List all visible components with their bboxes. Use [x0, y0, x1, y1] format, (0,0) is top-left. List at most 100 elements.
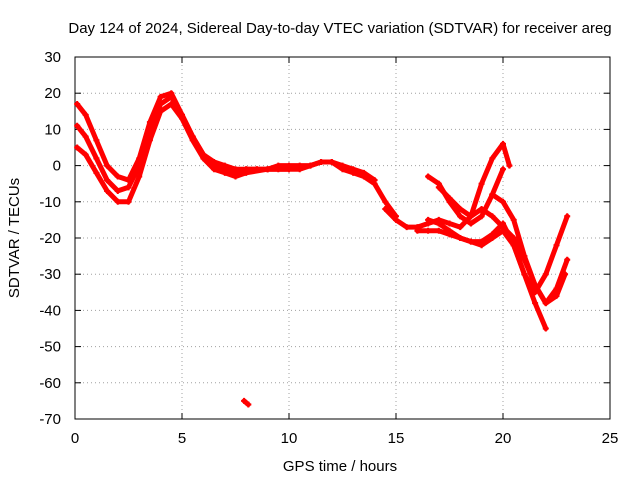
data-point	[125, 184, 132, 191]
series-outlier	[241, 397, 252, 408]
data-point	[425, 173, 432, 180]
data-point	[478, 180, 485, 187]
data-point	[564, 256, 571, 263]
data-point	[382, 198, 389, 205]
data-point	[489, 191, 496, 198]
data-point	[542, 325, 549, 332]
y-tick-label: -40	[39, 302, 61, 319]
data-point	[157, 93, 164, 100]
data-point	[243, 169, 250, 176]
y-tick-label: -60	[39, 375, 61, 392]
data-point	[382, 206, 389, 213]
data-point	[296, 162, 303, 169]
data-point	[245, 401, 252, 408]
data-point	[403, 224, 410, 231]
data-point	[360, 169, 367, 176]
y-tick-label: 20	[44, 85, 61, 102]
data-point	[446, 231, 453, 238]
data-marks	[74, 90, 571, 408]
y-tick-label: -50	[39, 339, 61, 356]
data-point	[168, 93, 175, 100]
series-track-3	[74, 101, 292, 205]
x-tick-label: 0	[71, 430, 79, 447]
data-point	[318, 158, 325, 165]
data-point	[478, 238, 485, 245]
data-point	[82, 133, 89, 140]
data-point	[168, 101, 175, 108]
data-point	[457, 235, 464, 241]
x-tick-label: 5	[178, 430, 186, 447]
data-point	[371, 177, 378, 184]
y-tick-label: -70	[39, 411, 61, 428]
data-point	[189, 137, 196, 144]
data-point	[564, 213, 571, 220]
data-point	[425, 216, 432, 223]
data-point	[478, 206, 485, 213]
series-line	[489, 192, 568, 306]
data-point	[104, 162, 111, 169]
series-line	[74, 90, 399, 219]
data-point	[74, 144, 81, 151]
data-point	[467, 213, 474, 220]
data-point	[521, 271, 528, 278]
data-point	[446, 220, 453, 227]
data-point	[510, 216, 517, 223]
data-point	[179, 115, 185, 122]
data-point	[500, 198, 506, 205]
data-point	[553, 242, 560, 249]
data-point	[93, 137, 100, 144]
data-point	[510, 235, 517, 241]
data-point	[489, 231, 496, 238]
data-point	[506, 162, 513, 169]
data-point	[74, 122, 81, 129]
data-point	[93, 169, 100, 176]
data-point	[489, 155, 496, 162]
data-point	[562, 271, 569, 278]
data-point	[393, 216, 399, 223]
data-point	[425, 227, 432, 234]
data-point	[532, 300, 539, 307]
data-point	[457, 213, 464, 220]
data-point	[211, 166, 218, 173]
data-point	[232, 173, 239, 180]
data-point	[500, 224, 506, 231]
data-point	[467, 220, 474, 227]
y-tick-label: 30	[44, 49, 61, 66]
y-axis-label: SDTVAR / TECUs	[6, 178, 23, 298]
y-tick-label: -30	[39, 266, 61, 283]
data-point	[82, 111, 89, 118]
y-tick-label: 0	[53, 158, 61, 175]
data-point	[457, 224, 464, 231]
data-point	[553, 292, 560, 299]
data-point	[489, 213, 496, 220]
series-track-4	[382, 140, 513, 231]
data-point	[286, 166, 292, 173]
data-point	[328, 158, 335, 165]
y-tick-label: 10	[44, 121, 61, 138]
data-point	[478, 213, 485, 220]
data-point	[339, 162, 346, 169]
data-point	[446, 195, 453, 202]
data-point	[241, 397, 248, 404]
data-point	[114, 187, 121, 194]
data-point	[200, 155, 207, 162]
series-track-7	[414, 220, 549, 332]
data-point	[93, 155, 100, 162]
data-point	[457, 206, 464, 213]
axis-ticks: 0 5 10 15 20 25 30 20 10 0 -10 -20 -30 -40 -50 -60 -70	[39, 49, 618, 447]
data-point	[114, 173, 121, 180]
data-point	[500, 166, 506, 173]
x-tick-label: 25	[602, 430, 619, 447]
data-point	[82, 151, 89, 158]
data-point	[435, 184, 442, 191]
x-tick-label: 20	[495, 430, 512, 447]
data-point	[157, 101, 164, 108]
data-point	[307, 162, 314, 169]
data-point	[542, 271, 549, 278]
data-point	[532, 282, 539, 289]
y-tick-label: -10	[39, 194, 61, 211]
x-tick-label: 10	[281, 430, 298, 447]
series-line	[425, 213, 570, 295]
data-point	[136, 173, 143, 180]
series-track-9	[489, 191, 569, 307]
